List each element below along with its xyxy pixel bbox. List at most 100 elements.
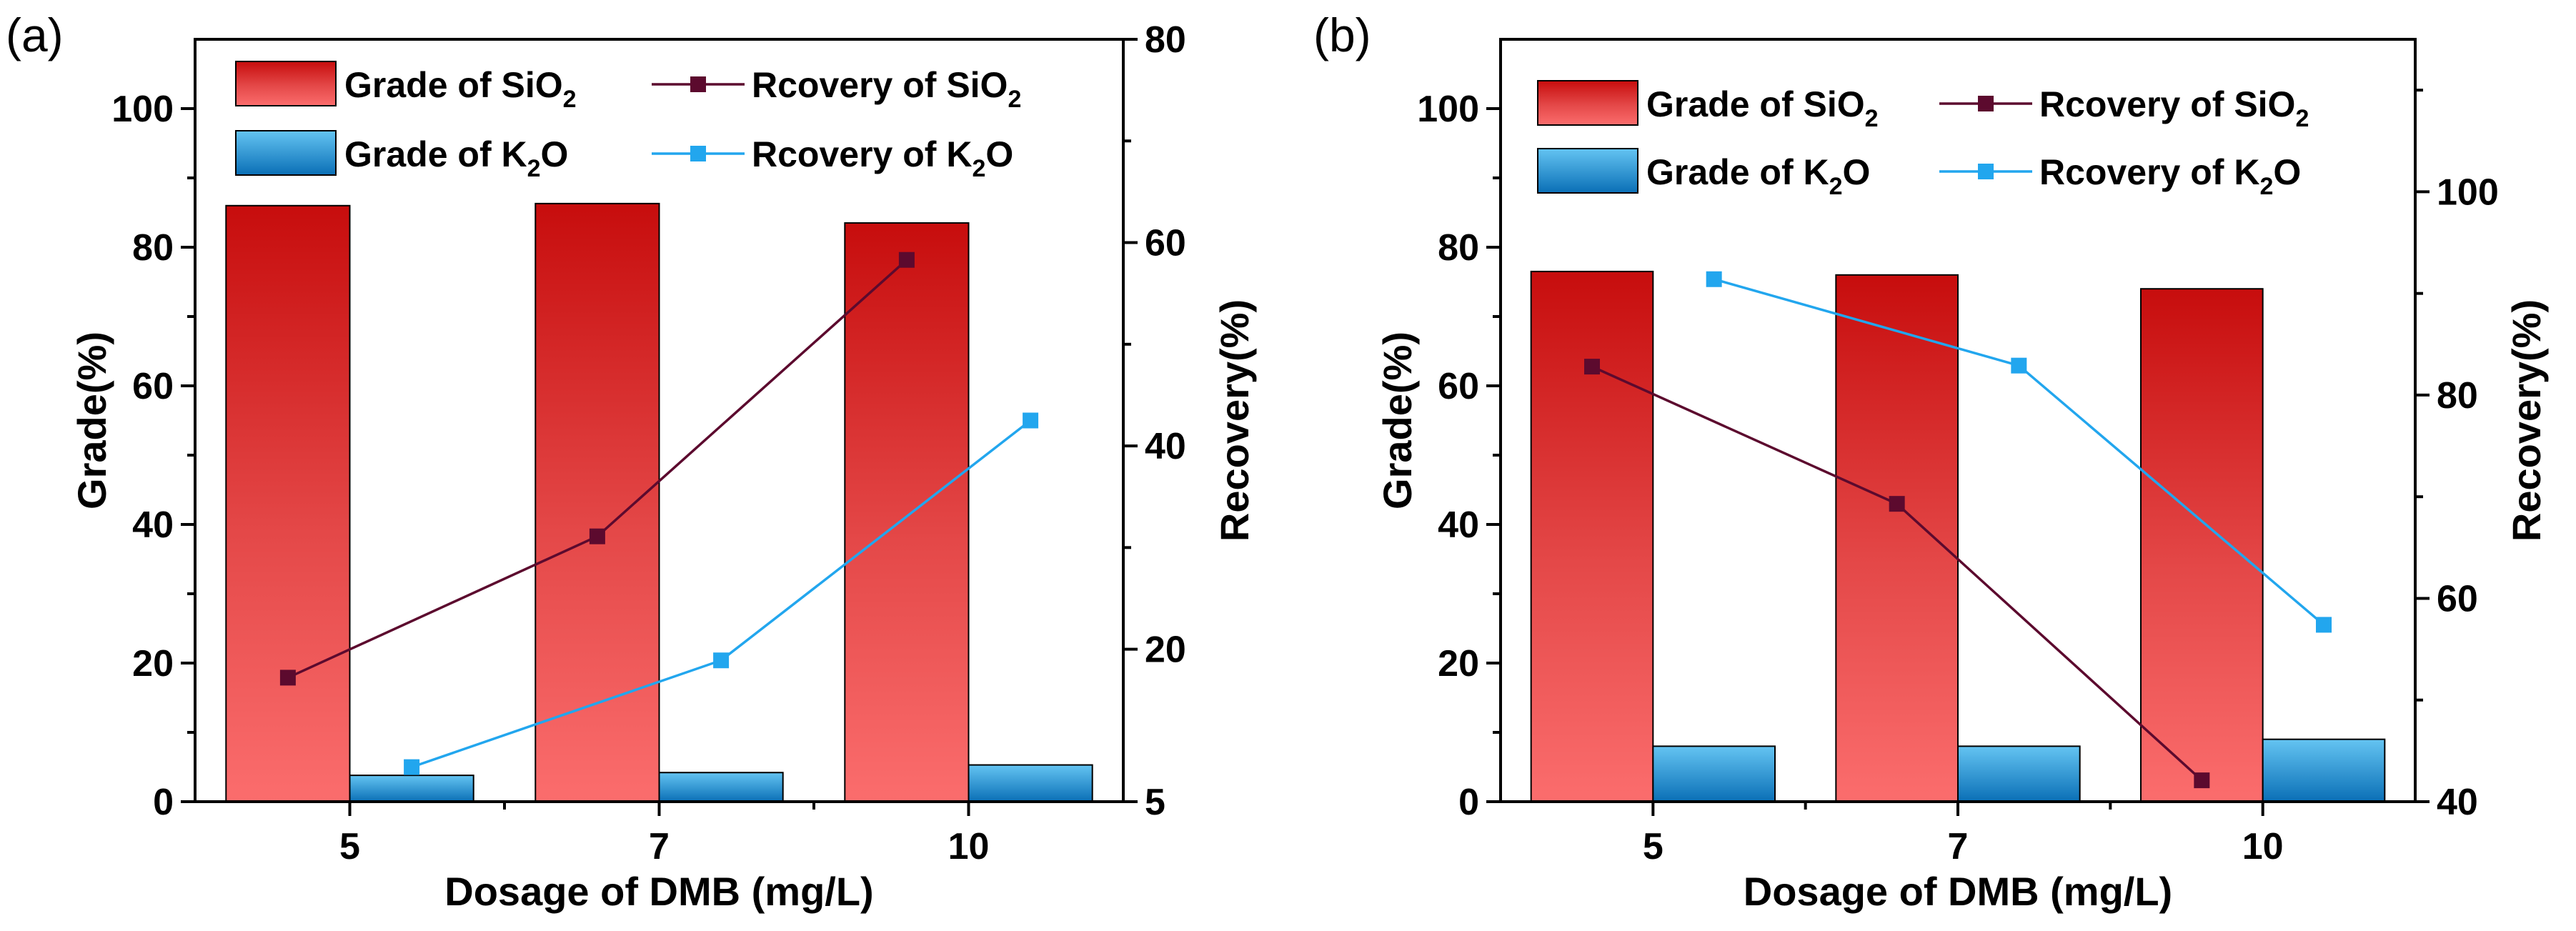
point-sio2-recovery-7 bbox=[589, 528, 605, 544]
legend-label-k2o-recovery-subscript: 2 bbox=[972, 155, 985, 182]
bar-k2o-grade-7 bbox=[1957, 745, 2081, 803]
x-tick-label: 7 bbox=[649, 826, 670, 867]
bar-k2o-grade-10 bbox=[968, 764, 1093, 802]
x-tick-label: 5 bbox=[339, 826, 360, 867]
legend-label-sio2-grade: Grade of SiO2 bbox=[344, 65, 577, 113]
panel-b-chart: 0 20 40 60 80 100 40 60 80 100 5 7 10 Dosage of DMB (… bbox=[1313, 9, 2549, 914]
legend-label-sio2-grade-main: Grade of SiO bbox=[1646, 84, 1865, 124]
legend-label-sio2-recovery-subscript: 2 bbox=[1008, 86, 1021, 113]
x-axis-label: Dosage of DMB (mg/L) bbox=[1744, 869, 2172, 914]
point-k2o-recovery-5 bbox=[1706, 271, 1722, 287]
bar-sio2-grade-7 bbox=[534, 202, 660, 802]
y-tick-label: 60 bbox=[1438, 366, 1479, 407]
y2-tick-label: 60 bbox=[2437, 578, 2478, 619]
legend-label-k2o-recovery: Rcovery of K2O bbox=[2039, 152, 2301, 200]
y2-tick-label: 80 bbox=[1145, 19, 1186, 61]
legend-label-k2o-grade: Grade of K2O bbox=[1646, 152, 1870, 200]
legend-marker-sio2-recovery bbox=[1978, 96, 1994, 111]
y2-axis-label: Recovery(%) bbox=[2504, 299, 2549, 542]
y2-tick-label: 60 bbox=[1145, 223, 1186, 264]
legend-swatch-k2o-grade bbox=[235, 130, 337, 176]
point-sio2-recovery-10 bbox=[2194, 772, 2210, 789]
x-tick-label: 10 bbox=[948, 826, 990, 867]
point-sio2-recovery-7 bbox=[1889, 496, 1905, 512]
legend-label-k2o-recovery-suffix: O bbox=[2273, 152, 2301, 192]
legend-marker-k2o-recovery bbox=[1978, 164, 1994, 179]
y-axis-label: Grade(%) bbox=[69, 332, 114, 509]
bar-sio2-grade-5 bbox=[225, 204, 351, 802]
legend-label-k2o-grade-suffix: O bbox=[1843, 152, 1871, 192]
y2-tick-label: 40 bbox=[2437, 782, 2478, 823]
legend-swatch-sio2-grade bbox=[235, 61, 337, 106]
bar-k2o-grade-7 bbox=[658, 772, 784, 803]
legend-label-sio2-recovery: Rcovery of SiO2 bbox=[752, 65, 1021, 113]
bar-sio2-grade-5 bbox=[1530, 270, 1654, 802]
x-tick-label: 7 bbox=[1948, 826, 1969, 867]
bar-k2o-grade-10 bbox=[2262, 738, 2386, 802]
y-tick-label: 20 bbox=[1438, 643, 1479, 684]
bar-k2o-grade-5 bbox=[349, 775, 474, 803]
point-sio2-recovery-5 bbox=[1584, 359, 1600, 375]
legend-label-sio2-grade-subscript: 2 bbox=[1865, 105, 1879, 132]
y-tick-label: 40 bbox=[1438, 504, 1479, 546]
point-k2o-recovery-7 bbox=[713, 652, 730, 669]
legend-marker-k2o-recovery bbox=[690, 146, 706, 161]
y-axis-label: Grade(%) bbox=[1375, 332, 1420, 509]
legend-marker-sio2-recovery bbox=[690, 76, 706, 92]
legend-label-sio2-recovery-main: Rcovery of SiO bbox=[752, 65, 1008, 105]
legend-label-k2o-grade: Grade of K2O bbox=[344, 134, 568, 182]
y-tick-label: 100 bbox=[111, 89, 174, 130]
legend-label-k2o-recovery: Rcovery of K2O bbox=[752, 134, 1013, 182]
y-tick-label: 40 bbox=[132, 504, 174, 546]
y-tick-label: 80 bbox=[1438, 227, 1479, 269]
y-tick-label: 100 bbox=[1417, 89, 1479, 130]
point-k2o-recovery-5 bbox=[404, 759, 420, 775]
y-tick-label: 60 bbox=[132, 366, 174, 407]
bar-sio2-grade-7 bbox=[1835, 274, 1959, 802]
legend-label-sio2-recovery: Rcovery of SiO2 bbox=[2039, 84, 2309, 132]
x-axis-label: Dosage of DMB (mg/L) bbox=[444, 869, 873, 914]
x-tick-label: 10 bbox=[2242, 826, 2284, 867]
point-sio2-recovery-5 bbox=[279, 669, 296, 686]
panel-label: (b) bbox=[1313, 9, 1371, 61]
y-tick-label: 80 bbox=[132, 227, 174, 269]
legend-label-sio2-grade-subscript: 2 bbox=[563, 86, 577, 113]
panel-label: (a) bbox=[6, 9, 64, 61]
point-k2o-recovery-7 bbox=[2011, 357, 2027, 374]
legend-label-sio2-grade: Grade of SiO2 bbox=[1646, 84, 1879, 132]
y2-axis-label: Recovery(%) bbox=[1212, 299, 1257, 542]
legend-label-k2o-recovery-suffix: O bbox=[985, 134, 1013, 174]
legend-swatch-sio2-grade bbox=[1537, 80, 1638, 126]
legend-label-k2o-grade-main: Grade of K bbox=[344, 134, 527, 174]
legend-label-sio2-recovery-main: Rcovery of SiO bbox=[2039, 84, 2295, 124]
legend-label-k2o-recovery-subscript: 2 bbox=[2259, 173, 2273, 200]
y2-tick-label: 40 bbox=[1145, 426, 1186, 467]
panel-a-chart: 0 20 40 60 80 100 5 20 40 60 80 5 7 10 Dosage of DMB (… bbox=[6, 9, 1257, 914]
legend-label-k2o-grade-subscript: 2 bbox=[527, 155, 541, 182]
x-tick-label: 5 bbox=[1643, 826, 1664, 867]
legend-label-sio2-recovery-subscript: 2 bbox=[2295, 105, 2309, 132]
point-k2o-recovery-10 bbox=[1023, 412, 1039, 429]
y-tick-label: 20 bbox=[132, 643, 174, 684]
bar-k2o-grade-5 bbox=[1652, 745, 1776, 803]
y2-tick-label: 20 bbox=[1145, 629, 1186, 671]
legend-label-k2o-recovery-main: Rcovery of K bbox=[752, 134, 972, 174]
legend-label-k2o-recovery-main: Rcovery of K bbox=[2039, 152, 2259, 192]
bar-sio2-grade-10 bbox=[844, 222, 970, 802]
point-k2o-recovery-10 bbox=[2316, 617, 2332, 633]
legend-label-k2o-grade-main: Grade of K bbox=[1646, 152, 1829, 192]
y-tick-label: 0 bbox=[1458, 782, 1479, 823]
y2-tick-label: 5 bbox=[1145, 782, 1165, 823]
point-sio2-recovery-10 bbox=[898, 252, 915, 268]
legend-label-k2o-grade-subscript: 2 bbox=[1829, 173, 1843, 200]
bar-sio2-grade-10 bbox=[2140, 288, 2264, 802]
legend-label-sio2-grade-main: Grade of SiO bbox=[344, 65, 563, 105]
y2-tick-label: 80 bbox=[2437, 375, 2478, 417]
legend-swatch-k2o-grade bbox=[1537, 148, 1638, 194]
y-tick-label: 0 bbox=[153, 782, 174, 823]
legend-label-k2o-grade-suffix: O bbox=[541, 134, 569, 174]
y2-tick-label: 100 bbox=[2437, 171, 2499, 213]
